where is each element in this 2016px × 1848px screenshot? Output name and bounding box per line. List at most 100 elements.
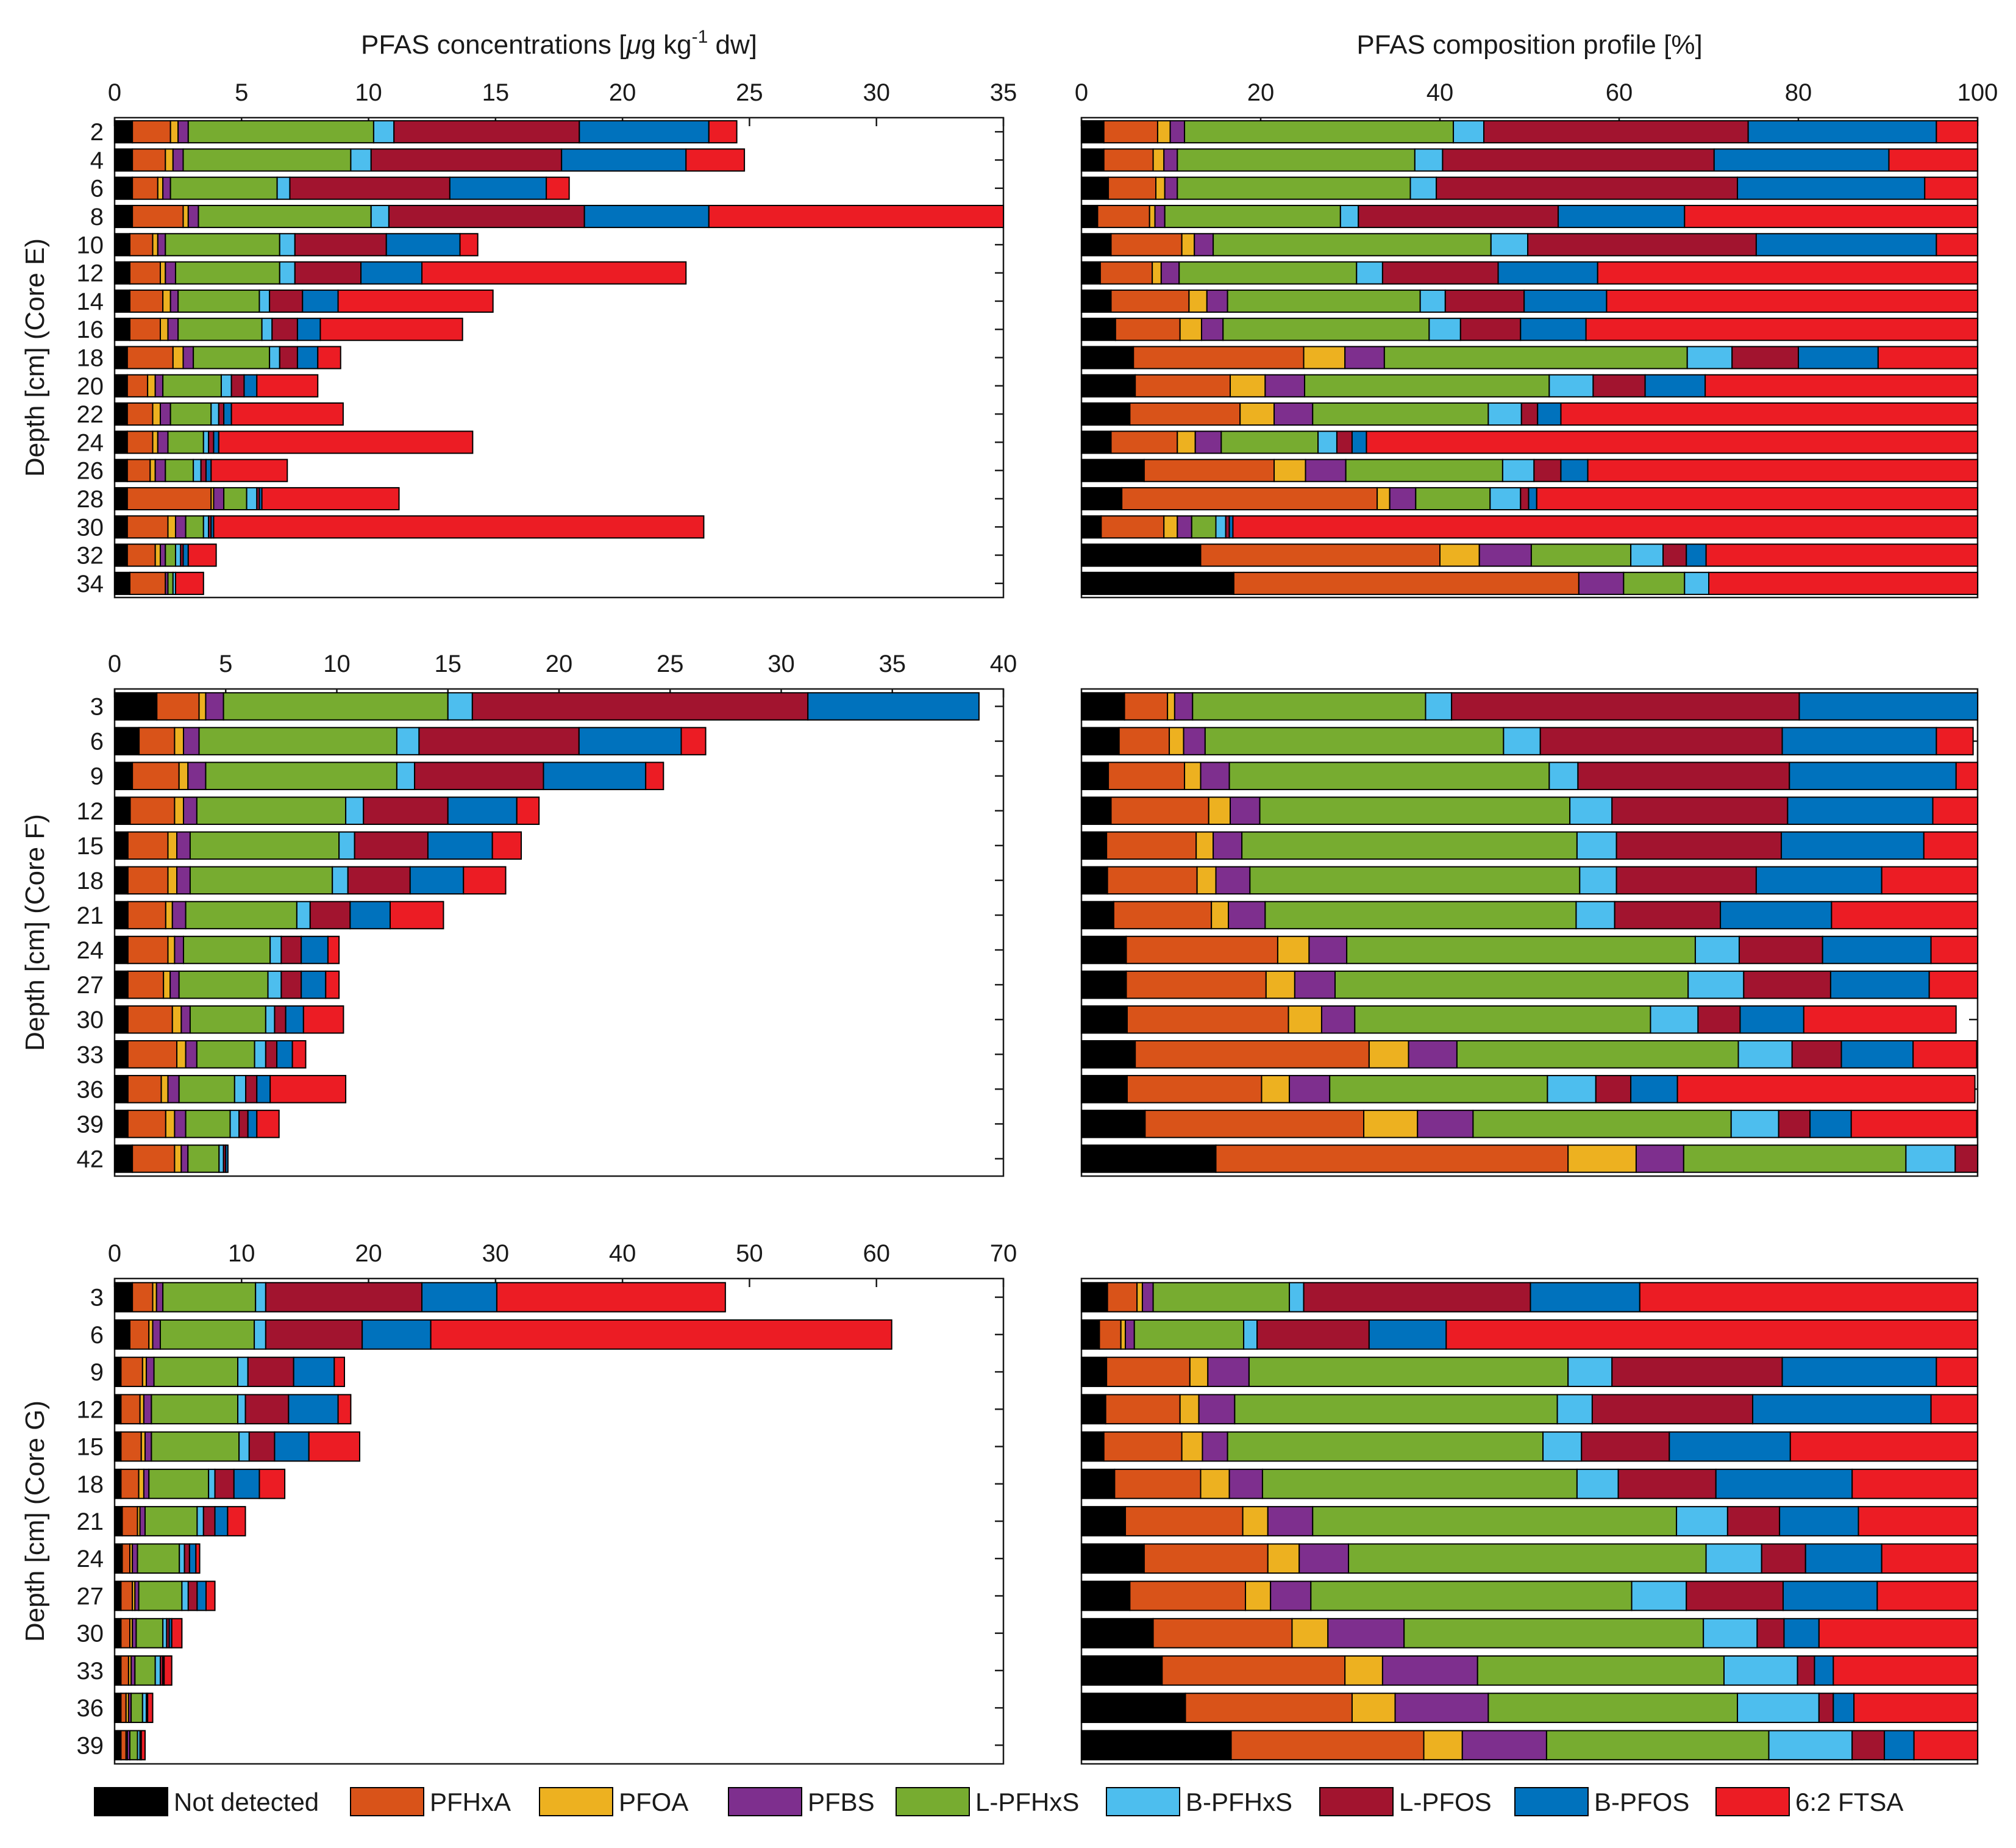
depth-label: 28 <box>77 486 104 513</box>
bar-segment-l-pfos <box>200 458 207 482</box>
depth-label: 20 <box>77 373 104 400</box>
bar-segment-l-pfhxs <box>1304 374 1550 398</box>
bar-segment-l-pfos <box>363 796 449 826</box>
bar-segment-b-pfos <box>1814 1655 1834 1686</box>
bar-segment-6-2-ftsa <box>1445 1319 1979 1350</box>
bar-segment-b-pfhxs <box>1686 346 1733 369</box>
bar-segment-pfbs <box>174 1110 187 1138</box>
legend-label: PFOA <box>619 1788 688 1816</box>
bar-segment-pfhxa <box>156 692 200 721</box>
bar-segment-l-pfos <box>1615 866 1757 895</box>
bar-segment-not-detected <box>114 1005 129 1034</box>
bar-segment-not-detected <box>1081 1655 1163 1686</box>
bar-segment-not-detected <box>1081 1618 1154 1649</box>
x-tick-label: 5 <box>235 79 248 106</box>
bar-segment-l-pfhxs <box>1222 318 1430 341</box>
bar-segment-pfhxa <box>1118 727 1170 755</box>
bar-segment-not-detected <box>1081 1040 1136 1069</box>
bar-segment-b-pfhxs <box>1548 374 1594 398</box>
bar-segment-b-pfos <box>1739 1005 1804 1034</box>
bar-segment-b-pfos <box>807 692 980 721</box>
bar-segment-l-pfos <box>1662 543 1687 567</box>
bar-segment-6-2-ftsa <box>1881 866 1978 895</box>
bar-segment-6-2-ftsa <box>337 289 494 313</box>
bar-segment-l-pfos <box>1615 831 1783 860</box>
bar-segment-pfbs <box>176 866 191 895</box>
bar-segment-b-pfhxs <box>265 1005 276 1034</box>
depth-label: 12 <box>77 798 104 825</box>
bar-segment-6-2-ftsa <box>1876 1580 1979 1611</box>
depth-label: 6 <box>90 729 104 755</box>
bar-segment-pfoa <box>1195 831 1214 860</box>
bar-segment-pfbs <box>1194 430 1222 454</box>
bar-segment-b-pfhxs <box>246 487 258 511</box>
bar-segment-6-2-ftsa <box>1708 571 1978 595</box>
bar-segment-pfhxa <box>1134 374 1231 398</box>
bar-segment-l-pfos <box>1436 176 1739 200</box>
bar-segment-b-pfhxs <box>218 1144 224 1173</box>
bar-segment-b-pfhxs <box>220 374 232 398</box>
bar-segment-pfhxa <box>127 1040 178 1069</box>
bar-segment-b-pfhxs <box>255 1282 266 1313</box>
bar-segment-b-pfos <box>1783 1580 1878 1611</box>
bar-segment-pfbs <box>162 176 171 200</box>
legend-swatch <box>350 1787 424 1816</box>
bar-segment-b-pfhxs <box>238 1431 250 1462</box>
bar-segment-pfoa <box>162 289 171 313</box>
bar-segment-pfhxa <box>126 346 174 369</box>
bar-segment-not-detected <box>1081 935 1127 965</box>
bar-segment-l-pfhxs <box>223 692 449 721</box>
depth-label: 16 <box>77 316 104 343</box>
bar-segment-pfbs <box>1264 374 1306 398</box>
bar-segment-pfhxa <box>129 1319 150 1350</box>
bar-segment-l-pfos <box>1520 402 1539 426</box>
bar-segment-l-pfos <box>471 692 809 721</box>
bar-segment-b-pfhxs <box>447 692 473 721</box>
bar-segment-b-pfhxs <box>1676 1506 1728 1536</box>
bar-segment-pfoa <box>165 1110 176 1138</box>
bar-segment-not-detected <box>114 1580 122 1611</box>
bar-segment-not-detected <box>114 148 134 172</box>
bar-segment-pfbs <box>1202 1431 1228 1462</box>
bar-segment-pfhxa <box>127 1110 166 1138</box>
bar-segment-b-pfhxs <box>1501 458 1535 482</box>
bar-segment-pfoa <box>1155 176 1166 200</box>
bar-segment-6-2-ftsa <box>1366 430 1978 454</box>
bar-segment-6-2-ftsa <box>1851 1468 1978 1499</box>
bar-segment-l-pfhxs <box>178 1075 235 1104</box>
bar-segment-not-detected <box>1081 402 1131 426</box>
x-tick-label: 30 <box>863 79 890 106</box>
bar-segment-pfbs <box>213 487 225 511</box>
bar-segment-l-pfhxs <box>1345 458 1503 482</box>
bar-segment-pfoa <box>1177 430 1196 454</box>
bar-segment-b-pfhxs <box>1694 935 1740 965</box>
bar-segment-b-pfos <box>288 1394 339 1425</box>
bar-segment-b-pfhxs <box>1503 727 1541 755</box>
bar-segment-pfbs <box>157 233 166 257</box>
bar-segment-l-pfhxs <box>182 148 352 172</box>
bar-segment-l-pfhxs <box>169 402 212 426</box>
x-tick-label: 20 <box>355 1240 382 1267</box>
bar-segment-pfoa <box>1189 1357 1209 1387</box>
bar-segment-b-pfos <box>583 204 710 229</box>
bar-segment-not-detected <box>1081 261 1101 285</box>
bar-segment-l-pfhxs <box>1545 1730 1770 1761</box>
bar-segment-pfhxa <box>1144 1110 1365 1138</box>
bar-segment-not-detected <box>1081 346 1134 369</box>
bar-segment-pfhxa <box>126 458 151 482</box>
bar-segment-b-pfhxs <box>1425 692 1453 721</box>
bar-segment-l-pfhxs <box>1184 120 1455 144</box>
bar-segment-b-pfos <box>213 430 219 454</box>
bar-segment-not-detected <box>114 727 140 755</box>
bar-segment-pfoa <box>174 1144 182 1173</box>
bar-segment-pfhxa <box>120 1394 141 1425</box>
bar-segment-pfoa <box>1179 1394 1200 1425</box>
x-tick-label: 0 <box>108 1240 121 1267</box>
depth-label: 26 <box>77 458 104 485</box>
bar-segment-not-detected <box>114 1655 122 1686</box>
depth-label: 18 <box>77 868 104 894</box>
legend-label: PFHxA <box>430 1788 511 1816</box>
bar-segment-not-detected <box>114 374 128 398</box>
bar-segment-pfoa <box>1239 402 1275 426</box>
depth-label: 2 <box>90 119 104 146</box>
